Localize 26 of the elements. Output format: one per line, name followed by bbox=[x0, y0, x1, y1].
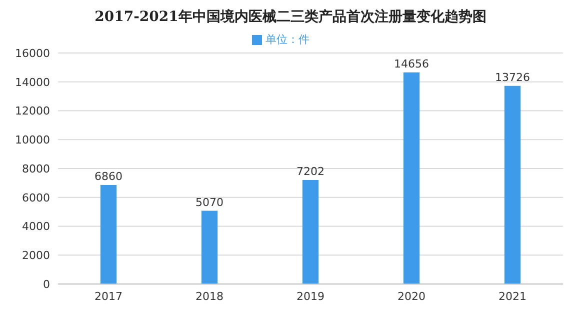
y-tick-label: 4000 bbox=[22, 220, 50, 234]
y-tick-label: 12000 bbox=[15, 104, 50, 118]
x-tick-label: 2017 bbox=[94, 290, 122, 303]
chart-title: 2017-2021年中国境内医械二三类产品首次注册量变化趋势图 bbox=[94, 8, 488, 26]
y-tick-label: 0 bbox=[43, 278, 50, 291]
y-tick-label: 14000 bbox=[15, 76, 50, 89]
data-label: 13726 bbox=[495, 70, 530, 84]
x-tick-label: 2021 bbox=[498, 290, 526, 303]
y-tick-label: 2000 bbox=[22, 249, 50, 262]
bar bbox=[302, 180, 319, 284]
legend-label: 单位：件 bbox=[266, 33, 310, 46]
x-tick-label: 2019 bbox=[296, 290, 324, 303]
y-tick-label: 8000 bbox=[22, 162, 50, 176]
y-tick-label: 6000 bbox=[22, 191, 50, 204]
bar bbox=[201, 210, 218, 284]
data-label: 7202 bbox=[296, 165, 324, 178]
y-tick-label: 10000 bbox=[15, 134, 50, 147]
bar bbox=[403, 72, 420, 284]
x-tick-label: 2018 bbox=[196, 290, 224, 303]
data-label: 5070 bbox=[196, 196, 224, 209]
data-label: 6860 bbox=[94, 170, 122, 183]
y-tick-label: 16000 bbox=[15, 46, 50, 60]
data-label: 14656 bbox=[394, 57, 429, 70]
bar bbox=[504, 86, 521, 284]
x-tick-label: 2020 bbox=[398, 290, 426, 303]
bar bbox=[100, 184, 117, 284]
